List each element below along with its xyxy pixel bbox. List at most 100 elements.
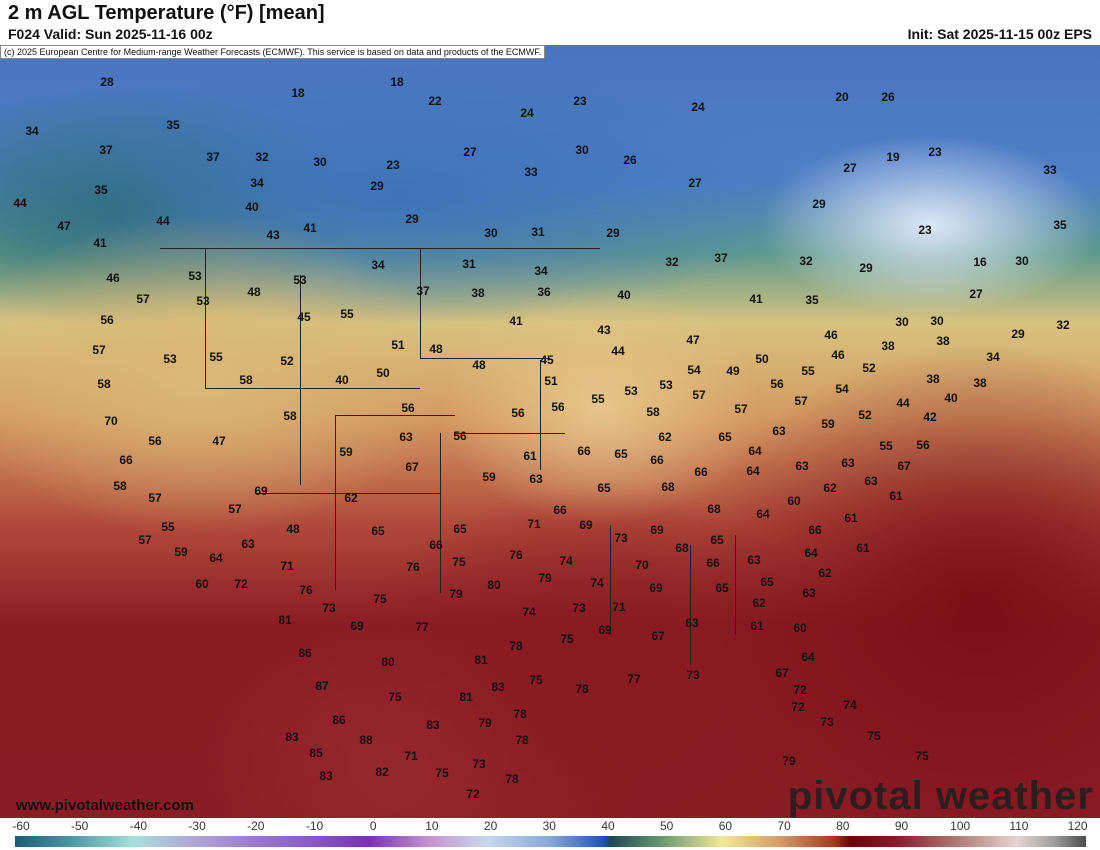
temperature-label: 60 bbox=[195, 577, 209, 591]
temperature-label: 86 bbox=[298, 646, 312, 660]
colorbar-tick-labels: -60 -50 -40 -30 -20 -10 0 10 20 30 40 50 60 70 80 90 100… bbox=[0, 819, 1100, 835]
copyright-notice: (c) 2025 European Centre for Medium-rang… bbox=[0, 45, 546, 59]
temperature-label: 63 bbox=[772, 424, 786, 438]
temperature-label: 72 bbox=[791, 700, 805, 714]
temperature-label: 31 bbox=[531, 225, 545, 239]
temperature-label: 27 bbox=[463, 145, 477, 159]
temperature-label: 49 bbox=[726, 364, 740, 378]
temperature-label: 34 bbox=[25, 124, 39, 138]
pivotal-weather-logo: pivotal weather bbox=[787, 774, 1094, 818]
colorbar-tick: 80 bbox=[836, 819, 850, 833]
border-line bbox=[455, 433, 565, 434]
temperature-label: 58 bbox=[283, 409, 297, 423]
temperature-label: 30 bbox=[313, 155, 327, 169]
temperature-label: 51 bbox=[391, 338, 405, 352]
temperature-label: 56 bbox=[401, 401, 415, 415]
temperature-label: 23 bbox=[928, 145, 942, 159]
temperature-label: 71 bbox=[404, 749, 418, 763]
temperature-label: 56 bbox=[148, 434, 162, 448]
temperature-label: 83 bbox=[426, 718, 440, 732]
temperature-label: 72 bbox=[466, 787, 480, 801]
temperature-label: 29 bbox=[812, 197, 826, 211]
temperature-label: 40 bbox=[944, 391, 958, 405]
temperature-label: 56 bbox=[100, 313, 114, 327]
temperature-label: 62 bbox=[818, 566, 832, 580]
border-line bbox=[300, 275, 301, 485]
temperature-label: 38 bbox=[936, 334, 950, 348]
temperature-label: 64 bbox=[801, 650, 815, 664]
temperature-label: 62 bbox=[344, 491, 358, 505]
temperature-label: 58 bbox=[239, 373, 253, 387]
temperature-label: 53 bbox=[624, 384, 638, 398]
temperature-label: 69 bbox=[579, 518, 593, 532]
colorbar-tick: 0 bbox=[369, 819, 377, 833]
colorbar-tick: -30 bbox=[188, 819, 206, 833]
temperature-label: 65 bbox=[760, 575, 774, 589]
temperature-label: 58 bbox=[97, 377, 111, 391]
temperature-label: 22 bbox=[428, 94, 442, 108]
temperature-label: 74 bbox=[843, 698, 857, 712]
border-line bbox=[540, 360, 541, 470]
temperature-label: 34 bbox=[534, 264, 548, 278]
colorbar-tick: 60 bbox=[718, 819, 733, 833]
colorbar-tick: 50 bbox=[660, 819, 674, 833]
temperature-label: 30 bbox=[1015, 254, 1029, 268]
temperature-label: 24 bbox=[691, 100, 705, 114]
temperature-label: 65 bbox=[710, 533, 724, 547]
temperature-label: 76 bbox=[509, 548, 523, 562]
temperature-label: 73 bbox=[686, 668, 700, 682]
map-title: 2 m AGL Temperature (°F) [mean] bbox=[8, 2, 325, 24]
temperature-label: 69 bbox=[650, 523, 664, 537]
temperature-label: 66 bbox=[706, 556, 720, 570]
temperature-label: 33 bbox=[524, 165, 538, 179]
temperature-label: 67 bbox=[897, 459, 911, 473]
temperature-label: 79 bbox=[782, 754, 796, 768]
temperature-label: 46 bbox=[106, 271, 120, 285]
colorbar-tick: 10 bbox=[425, 819, 439, 833]
temperature-label: 71 bbox=[280, 559, 294, 573]
temperature-label: 54 bbox=[835, 382, 849, 396]
temperature-label: 32 bbox=[665, 255, 679, 269]
temperature-label: 55 bbox=[879, 439, 893, 453]
temperature-label: 30 bbox=[895, 315, 909, 329]
temperature-label: 65 bbox=[718, 430, 732, 444]
temperature-label: 74 bbox=[522, 605, 536, 619]
temperature-label: 55 bbox=[209, 350, 223, 364]
colorbar-tick: 120 bbox=[1067, 819, 1088, 833]
temperature-label: 35 bbox=[805, 293, 819, 307]
temperature-label: 70 bbox=[635, 558, 649, 572]
temperature-label: 62 bbox=[752, 596, 766, 610]
temperature-label: 85 bbox=[309, 746, 323, 760]
temperature-label: 58 bbox=[646, 405, 660, 419]
border-line bbox=[420, 358, 550, 359]
temperature-label: 58 bbox=[113, 479, 127, 493]
temperature-label: 87 bbox=[315, 679, 329, 693]
temperature-label: 34 bbox=[986, 350, 1000, 364]
temperature-label: 43 bbox=[266, 228, 280, 242]
temperature-label: 18 bbox=[291, 86, 305, 100]
temperature-label: 69 bbox=[649, 581, 663, 595]
colorbar-tick: 110 bbox=[1009, 819, 1029, 833]
valid-time: F024 Valid: Sun 2025-11-16 00z bbox=[8, 26, 213, 42]
temperature-label: 64 bbox=[748, 444, 762, 458]
temperature-label: 55 bbox=[801, 364, 815, 378]
temperature-label: 78 bbox=[513, 707, 527, 721]
border-line bbox=[440, 433, 441, 593]
temperature-label: 30 bbox=[575, 143, 589, 157]
temperature-label: 63 bbox=[841, 456, 855, 470]
temperature-label: 73 bbox=[820, 715, 834, 729]
temperature-label: 57 bbox=[794, 394, 808, 408]
temperature-label: 68 bbox=[675, 541, 689, 555]
temperature-label: 46 bbox=[831, 348, 845, 362]
temperature-label: 75 bbox=[915, 749, 929, 763]
temperature-map[interactable] bbox=[0, 45, 1100, 818]
temperature-label: 23 bbox=[386, 158, 400, 172]
temperature-label: 65 bbox=[614, 447, 628, 461]
colorbar-tick: 70 bbox=[777, 819, 791, 833]
temperature-label: 38 bbox=[926, 372, 940, 386]
temperature-label: 18 bbox=[390, 75, 404, 89]
init-time: Init: Sat 2025-11-15 00z EPS bbox=[907, 26, 1092, 42]
temperature-label: 57 bbox=[136, 292, 150, 306]
temperature-label: 47 bbox=[686, 333, 700, 347]
temperature-label: 66 bbox=[429, 538, 443, 552]
